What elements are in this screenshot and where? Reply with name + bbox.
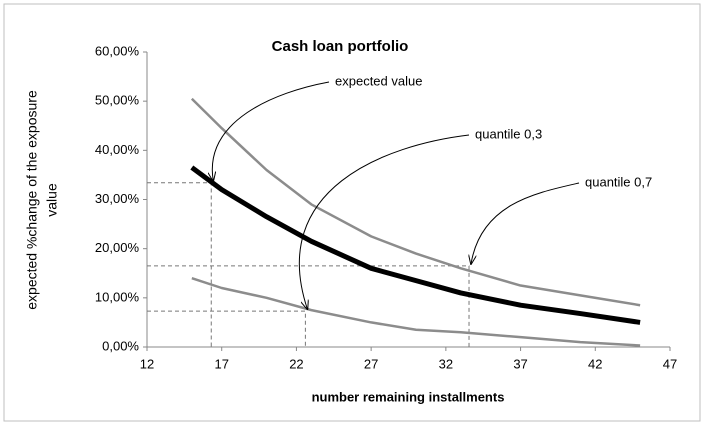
chart-title: Cash loan portfolio bbox=[272, 38, 409, 55]
x-tick-label: 47 bbox=[663, 356, 677, 371]
guide-line bbox=[147, 310, 306, 347]
y-axis-label: expected %change of the exposure bbox=[24, 90, 40, 310]
series-line bbox=[190, 165, 641, 325]
y-tick-label: 50,00% bbox=[95, 93, 140, 108]
x-tick-label: 12 bbox=[140, 356, 154, 371]
chart-border bbox=[3, 3, 701, 422]
y-tick-label: 40,00% bbox=[95, 142, 140, 157]
x-tick-label: 27 bbox=[364, 356, 378, 371]
y-tick-label: 0,00% bbox=[102, 338, 139, 353]
annotation-label: quantile 0,7 bbox=[585, 174, 652, 189]
guide-line bbox=[147, 265, 470, 347]
y-tick-label: 30,00% bbox=[95, 191, 140, 206]
annotation-arrow bbox=[212, 81, 330, 181]
annotation-arrow bbox=[471, 182, 580, 264]
y-tick-label: 10,00% bbox=[95, 289, 140, 304]
y-axis-label: value bbox=[44, 183, 60, 217]
series-line bbox=[190, 97, 641, 307]
annotation-arrow bbox=[298, 134, 470, 309]
y-tick-label: 20,00% bbox=[95, 240, 140, 255]
x-tick-label: 22 bbox=[289, 356, 303, 371]
annotation-label: quantile 0,3 bbox=[475, 126, 542, 141]
annotation-label: expected value bbox=[335, 73, 422, 88]
x-axis-label: number remaining installments bbox=[312, 389, 505, 404]
x-tick-label: 32 bbox=[439, 356, 453, 371]
guide-line bbox=[147, 182, 212, 347]
x-tick-label: 37 bbox=[513, 356, 527, 371]
x-tick-label: 17 bbox=[214, 356, 228, 371]
y-tick-label: 60,00% bbox=[95, 43, 140, 58]
x-tick-label: 42 bbox=[588, 356, 602, 371]
series-line bbox=[191, 276, 641, 347]
